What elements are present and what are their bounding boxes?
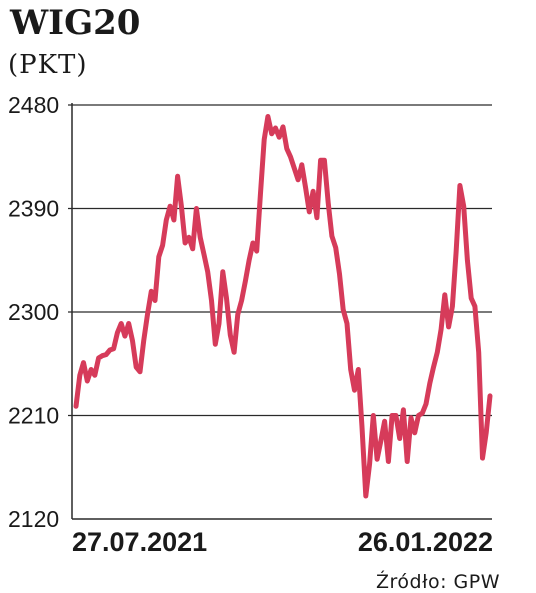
y-tick-label: 2120 (8, 506, 59, 532)
x-tick-end: 26.01.2022 (358, 527, 493, 557)
series-group (73, 114, 493, 499)
chart-unit-label: (PKT) (8, 50, 88, 80)
gridlines (68, 103, 492, 520)
y-axis-ticks: 2480 2390 2300 2210 2120 (8, 92, 59, 532)
x-tick-start: 27.07.2021 (72, 527, 207, 557)
series-line (73, 114, 493, 499)
y-tick-label: 2480 (8, 92, 59, 118)
y-tick-label: 2390 (8, 196, 59, 222)
chart-title: WIG20 (9, 3, 140, 43)
y-tick-label: 2210 (8, 403, 59, 429)
source-note: Źródło: GPW (376, 570, 500, 593)
y-tick-label: 2300 (8, 299, 59, 325)
